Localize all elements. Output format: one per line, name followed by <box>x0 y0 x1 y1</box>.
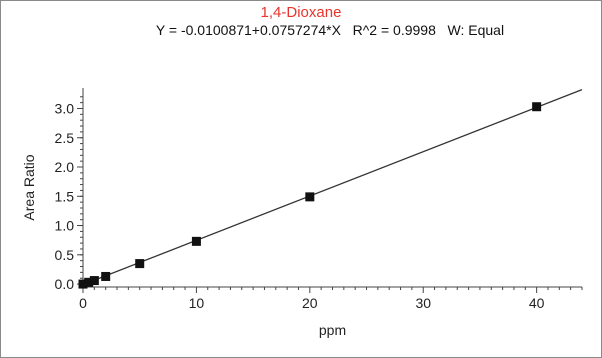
data-point <box>532 102 542 112</box>
data-points <box>78 102 542 289</box>
data-point <box>78 279 88 289</box>
x-tick-label: 40 <box>529 295 545 311</box>
x-tick-label: 20 <box>302 295 318 311</box>
y-tick-label: 3.0 <box>55 100 75 116</box>
data-point <box>305 192 315 202</box>
y-tick-label: 0.5 <box>55 247 75 263</box>
x-axis-label: ppm <box>319 322 346 338</box>
y-axis-ticks: 0.0 0.5 1.0 1.5 2.0 2.5 3.0 <box>55 96 83 292</box>
y-tick-label: 2.0 <box>55 159 75 175</box>
x-tick-label: 0 <box>79 295 87 311</box>
x-axis-ticks: 0 10 20 30 40 <box>79 287 583 311</box>
data-point <box>191 236 201 246</box>
calibration-equation: Y = -0.0100871+0.0757274*X R^2 = 0.9998 … <box>155 22 505 38</box>
y-tick-label: 1.5 <box>55 188 75 204</box>
y-axis-label: Area Ratio <box>21 154 37 220</box>
data-point <box>101 271 111 281</box>
x-tick-label: 30 <box>415 295 431 311</box>
x-tick-label: 10 <box>189 295 205 311</box>
data-point <box>89 276 99 286</box>
chart-title: 1,4-Dioxane <box>260 4 342 21</box>
y-tick-label: 2.5 <box>55 130 75 146</box>
data-point <box>135 259 145 269</box>
fit-line <box>82 89 583 286</box>
y-tick-label: 1.0 <box>55 218 75 234</box>
data-point <box>84 277 94 287</box>
y-tick-label: 0.0 <box>55 276 75 292</box>
